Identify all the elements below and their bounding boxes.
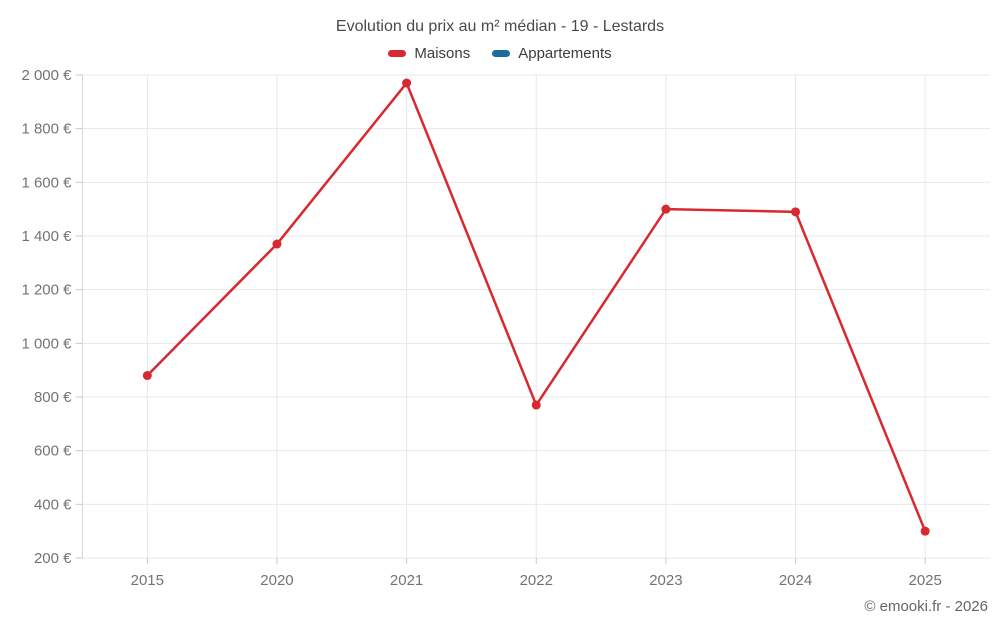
y-tick-label: 200 €	[34, 550, 72, 567]
maisons-data-point[interactable]	[531, 400, 541, 410]
appartements-legend-swatch-icon	[492, 50, 511, 57]
y-tick-label: 1 200 €	[21, 282, 72, 299]
x-tick-label: 2020	[260, 572, 293, 589]
y-tick-label: 1 800 €	[21, 121, 72, 138]
legend-item-maisons[interactable]: Maisons	[388, 45, 470, 62]
legend-label-maisons: Maisons	[414, 45, 471, 62]
maisons-data-point[interactable]	[142, 371, 152, 381]
x-tick-label: 2021	[390, 572, 423, 589]
chart-title: Evolution du prix au m² médian - 19 - Le…	[335, 18, 665, 35]
maisons-data-point[interactable]	[272, 239, 282, 249]
maisons-data-point[interactable]	[402, 78, 412, 88]
y-tick-label: 1 600 €	[21, 174, 72, 191]
y-tick-label: 1 000 €	[21, 335, 72, 352]
y-tick-label: 1 400 €	[21, 228, 72, 245]
maisons-data-point[interactable]	[920, 526, 930, 536]
x-tick-label: 2024	[779, 572, 812, 589]
legend-item-appartements[interactable]: Appartements	[492, 45, 612, 62]
maisons-data-point[interactable]	[791, 207, 801, 217]
x-tick-label: 2025	[908, 572, 941, 589]
y-tick-label: 600 €	[34, 443, 72, 460]
x-tick-label: 2023	[649, 572, 682, 589]
y-tick-label: 800 €	[34, 389, 72, 406]
x-tick-label: 2022	[520, 572, 553, 589]
legend-label-appartements: Appartements	[518, 45, 612, 62]
x-tick-label: 2015	[131, 572, 164, 589]
legend: Maisons Appartements	[0, 45, 1000, 62]
y-tick-label: 400 €	[34, 496, 72, 513]
maisons-data-point[interactable]	[661, 204, 671, 214]
attribution: © emooki.fr - 2026	[864, 598, 988, 615]
y-tick-label: 2 000 €	[21, 67, 72, 84]
maisons-legend-swatch-icon	[388, 50, 407, 57]
